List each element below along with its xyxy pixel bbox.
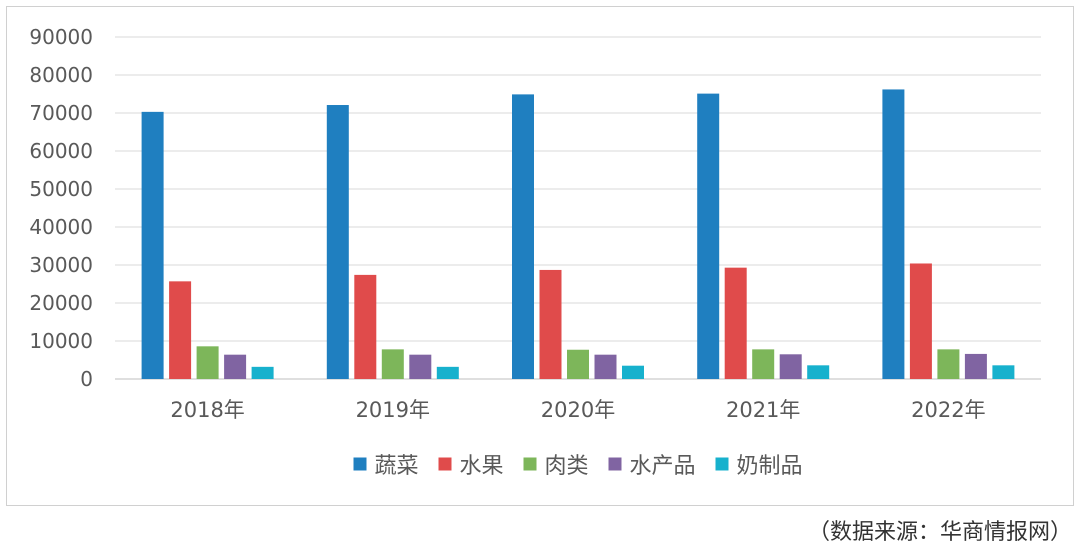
- bar-水产品-2019年: [409, 354, 432, 379]
- bar-chart: 0 10000 20000 30000 40000 50000 60000 70000 8000…: [29, 25, 1041, 479]
- x-axis-ticks: 2018年 2019年 2020年 2021年 2022年: [170, 398, 985, 422]
- y-tick-label: 70000: [29, 101, 93, 125]
- y-tick-label: 80000: [29, 63, 93, 87]
- y-tick-label: 50000: [29, 177, 93, 201]
- x-tick-label: 2021年: [726, 398, 800, 422]
- y-tick-label: 90000: [29, 25, 93, 49]
- bar-肉类-2018年: [196, 346, 219, 379]
- x-tick-label: 2019年: [356, 398, 430, 422]
- source-note: （数据来源：华商情报网）: [807, 520, 1072, 545]
- bar-蔬菜-2018年: [141, 111, 164, 380]
- y-tick-label: 10000: [29, 329, 93, 353]
- bar-奶制品-2018年: [251, 366, 274, 379]
- bar-水果-2019年: [354, 274, 377, 379]
- y-tick-label: 30000: [29, 253, 93, 277]
- bar-蔬菜-2022年: [882, 89, 905, 379]
- bar-奶制品-2022年: [992, 365, 1015, 379]
- bar-奶制品-2021年: [807, 365, 830, 379]
- bar-水果-2020年: [539, 269, 562, 379]
- bar-奶制品-2019年: [436, 366, 459, 379]
- bar-水产品-2018年: [224, 354, 247, 379]
- legend-label: 水果: [460, 454, 504, 479]
- legend-label: 蔬菜: [375, 454, 419, 479]
- bar-水产品-2022年: [964, 353, 987, 379]
- x-tick-label: 2020年: [541, 398, 615, 422]
- legend: 蔬菜 水果 肉类 水产品 奶制品: [353, 454, 803, 479]
- bar-水产品-2020年: [594, 354, 617, 379]
- y-tick-label: 60000: [29, 139, 93, 163]
- legend-swatch: [353, 457, 367, 471]
- y-tick-label: 0: [80, 367, 93, 391]
- x-tick-label: 2018年: [170, 398, 244, 422]
- legend-label: 水产品: [630, 454, 696, 479]
- legend-label: 肉类: [545, 454, 589, 479]
- bar-肉类-2020年: [567, 349, 589, 379]
- gridlines: [115, 36, 1041, 380]
- bar-水产品-2021年: [779, 354, 802, 379]
- bar-奶制品-2020年: [622, 365, 644, 379]
- bar-蔬菜-2021年: [697, 93, 720, 380]
- legend-swatch: [438, 457, 452, 471]
- bar-蔬菜-2019年: [326, 105, 349, 380]
- bar-蔬菜-2020年: [512, 94, 534, 379]
- legend-swatch: [608, 457, 622, 471]
- bar-肉类-2022年: [937, 349, 960, 379]
- bar-水果-2018年: [169, 281, 192, 379]
- x-tick-label: 2022年: [911, 398, 985, 422]
- chart-frame: 0 10000 20000 30000 40000 50000 60000 70000 8000…: [6, 6, 1074, 506]
- bars: [141, 89, 1015, 380]
- bar-水果-2021年: [724, 267, 747, 379]
- legend-label: 奶制品: [737, 454, 803, 479]
- legend-swatch: [715, 457, 729, 471]
- bar-水果-2022年: [909, 263, 932, 379]
- y-axis-ticks: 0 10000 20000 30000 40000 50000 60000 70000 8000…: [29, 25, 93, 391]
- bar-肉类-2019年: [381, 349, 404, 379]
- legend-swatch: [523, 457, 537, 471]
- y-tick-label: 20000: [29, 291, 93, 315]
- bar-肉类-2021年: [752, 349, 775, 379]
- y-tick-label: 40000: [29, 215, 93, 239]
